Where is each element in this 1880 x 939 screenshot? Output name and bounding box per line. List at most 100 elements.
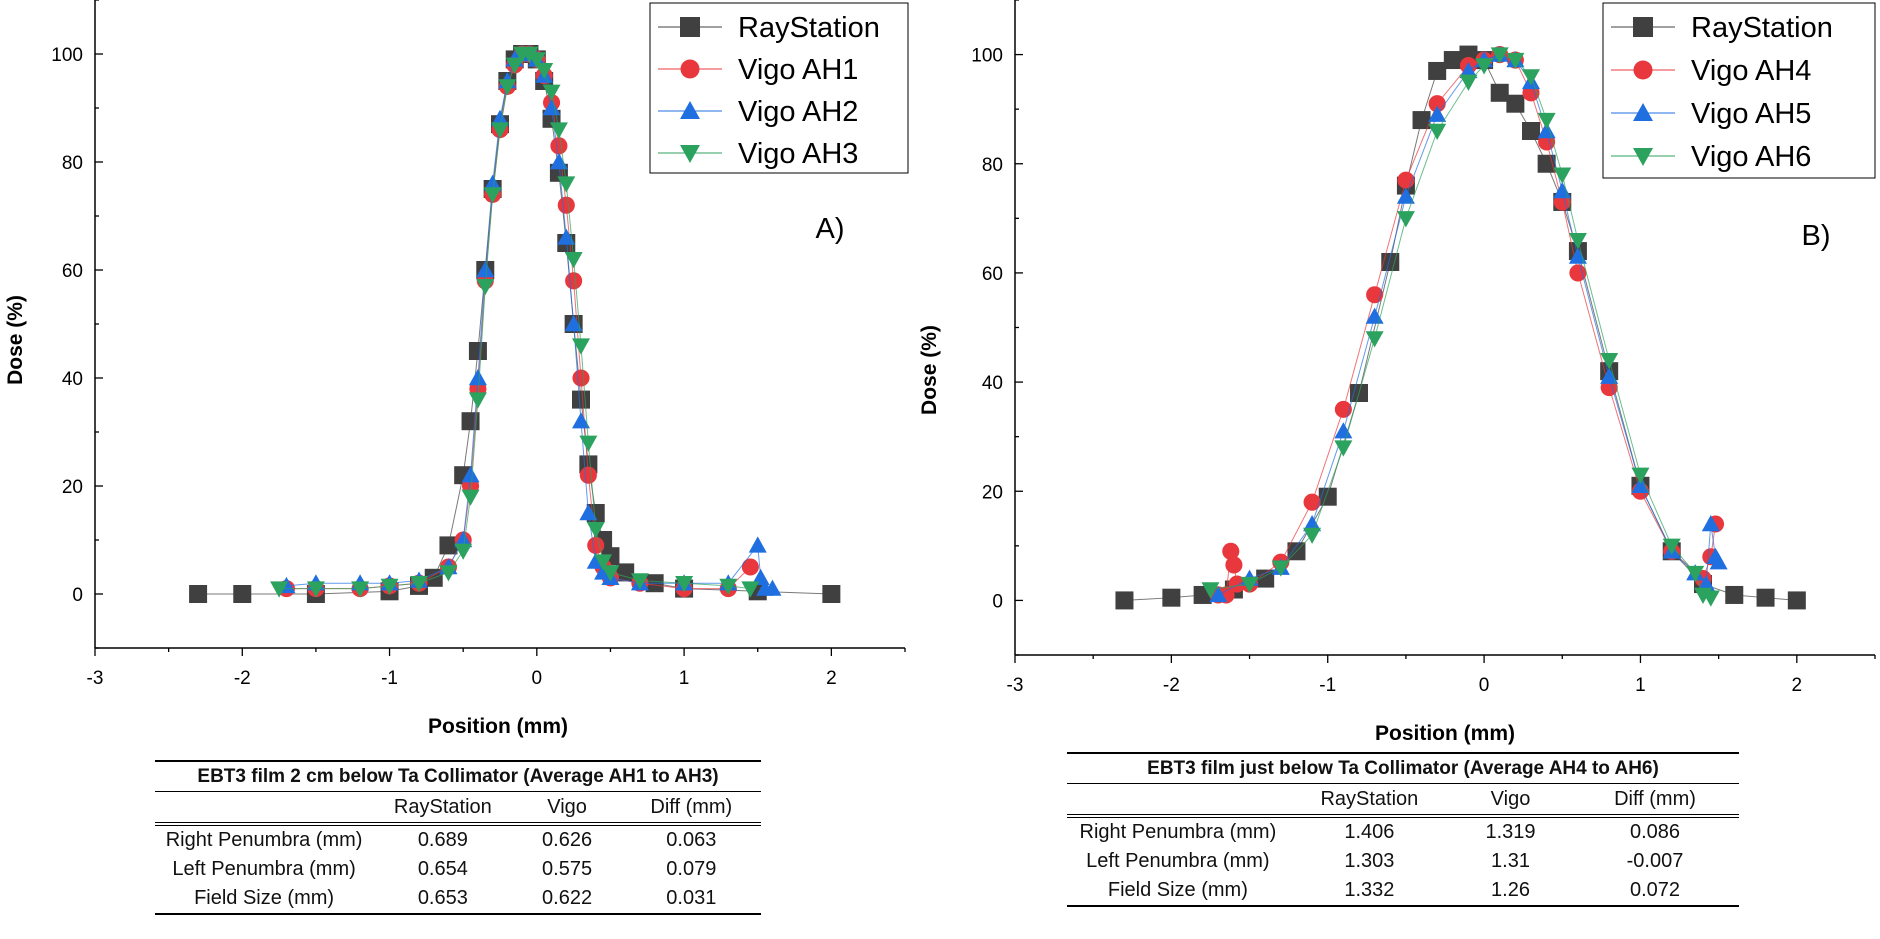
data-point [1303,515,1322,532]
data-point [549,122,568,139]
data-point [1662,538,1681,555]
series-line [1210,54,1711,599]
panel-label: B) [1802,220,1831,252]
data-point [1222,542,1240,560]
data-point [461,489,480,506]
data-point [1522,69,1540,86]
cell-vigo: 1.31 [1491,850,1530,872]
x-tick-label: 0 [1479,675,1490,696]
table-row: Left Penumbra (mm) 0.654 0.575 0.079 [155,855,761,884]
cell-vigo: 1.319 [1485,821,1536,843]
legend-label: RayStation [738,12,880,44]
cell-vigo: 1.26 [1450,876,1571,907]
data-point [1631,476,1650,493]
y-tick-label: 100 [51,45,83,66]
data-point [1303,493,1321,511]
data-point [1256,569,1275,588]
table-row: Right Penumbra (mm) 1.406 1.319 0.086 [1067,816,1739,847]
col-header-raystation: RayStation [373,791,513,826]
data-point [1725,585,1744,604]
data-point [1428,123,1447,140]
y-tick-label: 60 [982,264,1003,285]
chart-panel-a: 0 20 40 60 80 100 -3 -2 -1 0 1 2 Position (mm) Dose (… [4,0,909,738]
data-point [380,578,399,595]
data-point [1459,61,1478,79]
cell-raystation: 1.406 [1344,821,1395,843]
data-point [476,261,495,278]
stats-table-b: EBT3 film just below Ta Collimator (Aver… [1067,752,1739,907]
table-row: Right Penumbra (mm) 0.689 0.626 0.063 [155,824,761,855]
data-point [1701,515,1720,532]
data-point [1225,556,1243,574]
data-point [572,390,590,409]
data-point [1506,94,1525,113]
cell-diff: 0.072 [1570,876,1739,907]
legend-label: Vigo AH6 [1691,141,1811,173]
data-point [1506,52,1525,70]
legend-marker [680,59,700,79]
y-tick-label: 80 [62,153,83,174]
legend: RayStation Vigo AH1 Vigo AH2 Vigo AH3 [649,2,909,174]
col-header-vigo: Vigo [1450,783,1571,818]
legend-marker [680,101,700,119]
y-tick-label: 0 [992,591,1003,612]
legend-marker [1633,17,1653,37]
data-point [1701,590,1720,607]
data-point [579,504,598,521]
row-label: Right Penumbra (mm) [165,829,363,851]
data-point [1115,591,1134,610]
data-point [741,581,760,598]
stats-table-a: EBT3 film 2 cm below Ta Collimator (Aver… [155,760,761,915]
data-point [1228,575,1246,593]
data-point [557,196,575,214]
data-point [454,543,473,560]
x-tick-label: -2 [234,668,251,689]
data-point [1787,591,1806,610]
col-header-vigo: Vigo [512,791,622,826]
data-point [741,558,759,576]
x-tick-label: 1 [679,668,690,689]
data-point [1201,582,1220,599]
data-point [1600,353,1619,370]
row-label: Right Penumbra (mm) [1079,821,1277,843]
cell-vigo: 0.622 [512,884,622,915]
panel-label: A) [816,213,845,245]
chart-panel-b: 0 20 40 60 80 100 -3 -2 -1 0 1 2 Position (mm) Dose (… [918,0,1876,745]
data-point [1396,187,1415,204]
data-point [454,531,473,548]
data-point [1756,588,1775,607]
data-point [572,369,590,387]
x-tick-label: 2 [826,668,837,689]
data-point [505,57,524,74]
data-point [1412,111,1431,130]
row-label: Left Penumbra (mm) [1086,850,1270,872]
legend-label: RayStation [1691,12,1833,44]
data-point [233,585,252,603]
y-tick-label: 100 [971,46,1003,67]
data-point [468,392,487,409]
row-label: Field Size (mm) [155,884,374,915]
cell-diff: 0.086 [1629,821,1681,843]
cell-raystation: 0.653 [373,884,513,915]
y-tick-label: 60 [62,261,83,282]
data-point [270,581,289,598]
data-point [483,187,502,204]
data-point [763,579,782,596]
cell-raystation: 1.303 [1344,850,1395,872]
data-point [601,565,620,582]
col-header-raystation: RayStation [1288,783,1451,818]
data-point [1428,61,1447,80]
data-point [1709,553,1728,570]
data-point [1686,565,1705,583]
table-row: Left Penumbra (mm) 1.303 1.31 -0.007 [1067,847,1739,876]
table-row: Field Size (mm) 1.332 1.26 0.072 [1067,876,1739,907]
x-tick-label: -2 [1163,675,1180,696]
data-point [468,342,487,360]
data-point [1365,331,1384,348]
x-axis-title: Position (mm) [428,715,568,738]
legend-marker [680,17,700,37]
data-point [1459,74,1478,91]
data-point [1475,58,1494,75]
series-vigo-ah3 [270,46,760,598]
